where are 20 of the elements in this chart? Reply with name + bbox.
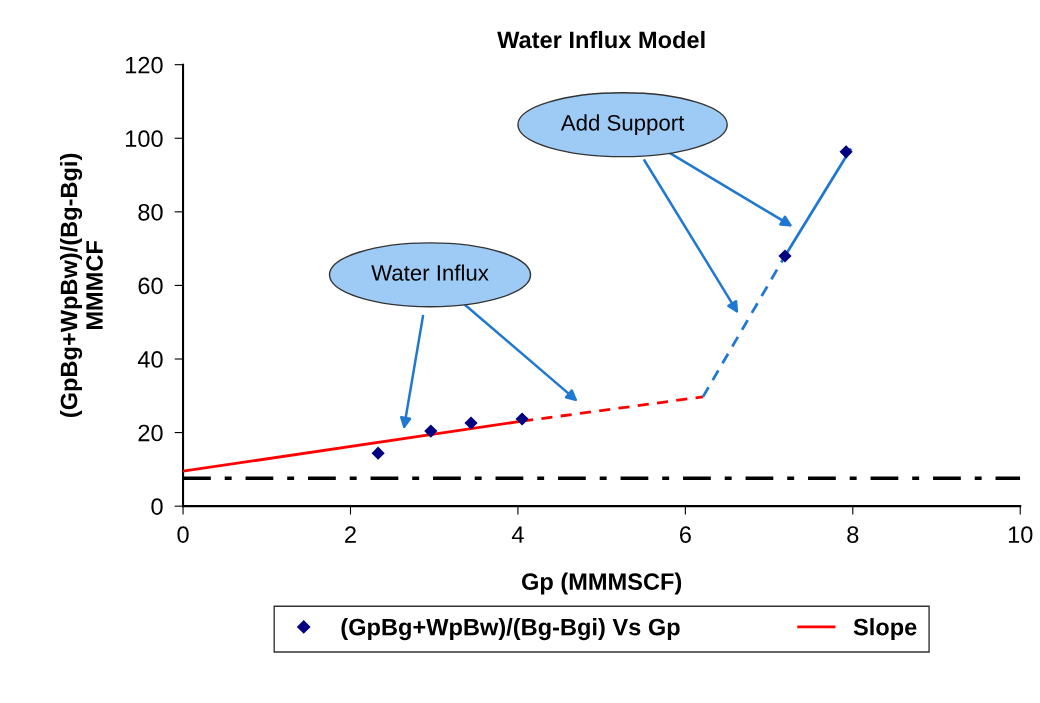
x-tick-label: 4 [511,526,524,543]
y-tick-label: 40 [137,351,163,368]
x-tick-label: 6 [679,526,691,543]
x-tick-label: 10 [1008,526,1033,543]
y-tick-label: 100 [126,130,163,148]
y-axis-title: (GpBg+WpBw)/(Bg-Bgi) MMMCF [59,153,103,418]
annotation: Water Influx [371,264,489,281]
y-tick-label: 60 [138,277,163,295]
x-axis-title: Gp (MMMSCF) [521,572,682,595]
x-tick-label: 2 [345,526,356,543]
chart-title: Water Influx Model [497,30,705,49]
x-tick-label: 8 [847,526,859,543]
y-tick-label: 80 [138,203,163,221]
legend-label: Slope [853,618,917,641]
x-tick-label: 0 [177,526,189,543]
annotation: Add Support [560,114,685,136]
legend-label: (GpBg+WpBw)/(Bg-Bgi) Vs Gp [341,618,680,641]
y-tick-label: 0 [151,498,163,515]
y-tick-label: 120 [126,56,163,74]
y-tick-label: 20 [138,424,163,442]
